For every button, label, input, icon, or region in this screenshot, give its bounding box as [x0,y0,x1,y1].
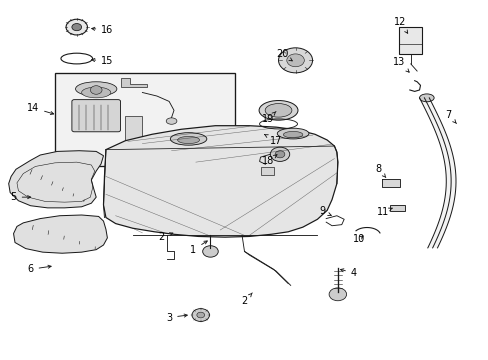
Text: 7: 7 [445,110,456,123]
Polygon shape [103,126,337,237]
Text: 8: 8 [374,163,385,177]
Text: 17: 17 [264,135,282,146]
FancyBboxPatch shape [389,205,404,211]
Ellipse shape [283,131,302,138]
Circle shape [202,246,218,257]
FancyBboxPatch shape [260,167,274,175]
Ellipse shape [264,104,291,117]
Text: 9: 9 [319,206,330,216]
Ellipse shape [259,100,297,120]
Text: 11: 11 [376,207,391,217]
Circle shape [90,86,102,94]
Text: 18: 18 [261,155,276,166]
Polygon shape [9,151,103,208]
Text: 2: 2 [159,232,173,242]
Circle shape [72,23,81,31]
Text: 19: 19 [261,112,275,124]
Polygon shape [14,215,107,253]
Text: 12: 12 [393,17,407,33]
Ellipse shape [81,87,111,98]
FancyBboxPatch shape [72,100,120,132]
Text: 15: 15 [92,57,113,66]
Ellipse shape [277,128,308,139]
Text: 4: 4 [340,268,356,278]
Text: 16: 16 [92,25,113,35]
Ellipse shape [419,94,433,102]
Circle shape [192,309,209,321]
Polygon shape [120,78,147,87]
Text: 2: 2 [241,293,252,306]
FancyBboxPatch shape [55,73,234,166]
Circle shape [66,19,87,35]
Ellipse shape [170,133,206,145]
Text: 1: 1 [190,241,207,255]
Ellipse shape [75,82,117,96]
Text: 3: 3 [166,312,187,323]
Text: 10: 10 [352,234,365,244]
Circle shape [197,312,204,318]
Circle shape [270,147,289,161]
Text: 5: 5 [10,192,31,202]
Ellipse shape [177,136,199,144]
Text: 6: 6 [27,264,51,274]
FancyBboxPatch shape [398,27,422,54]
Ellipse shape [166,118,177,124]
Circle shape [328,288,346,301]
Text: 13: 13 [392,57,408,72]
Circle shape [278,48,312,73]
Text: 20: 20 [276,49,292,61]
Text: 14: 14 [27,103,54,114]
FancyBboxPatch shape [125,116,142,155]
Polygon shape [381,179,399,187]
Circle shape [275,151,285,158]
Circle shape [286,54,304,67]
